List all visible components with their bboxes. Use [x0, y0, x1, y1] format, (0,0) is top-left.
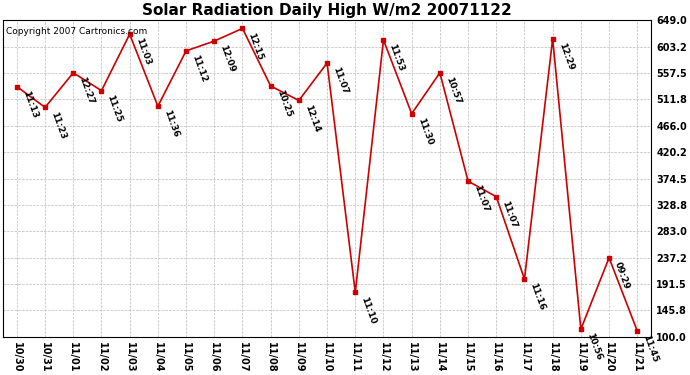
Text: 10:25: 10:25: [275, 89, 293, 118]
Text: 12:27: 12:27: [77, 75, 96, 106]
Title: Solar Radiation Daily High W/m2 20071122: Solar Radiation Daily High W/m2 20071122: [142, 3, 512, 18]
Text: 11:53: 11:53: [388, 43, 406, 73]
Text: 11:23: 11:23: [49, 110, 68, 140]
Text: 11:07: 11:07: [472, 184, 491, 214]
Text: 11:30: 11:30: [416, 117, 434, 146]
Text: 12:15: 12:15: [246, 31, 265, 61]
Text: 12:29: 12:29: [557, 42, 575, 72]
Text: 11:16: 11:16: [529, 282, 547, 312]
Text: 09:29: 09:29: [613, 261, 631, 291]
Text: 11:36: 11:36: [162, 109, 180, 139]
Text: 10:56: 10:56: [585, 332, 603, 362]
Text: 12:09: 12:09: [219, 44, 237, 74]
Text: 11:13: 11:13: [21, 89, 39, 119]
Text: 10:57: 10:57: [444, 75, 462, 105]
Text: 11:07: 11:07: [500, 200, 519, 230]
Text: 11:10: 11:10: [359, 295, 377, 325]
Text: 12:14: 12:14: [303, 103, 322, 134]
Text: 11:25: 11:25: [106, 93, 124, 123]
Text: 11:12: 11:12: [190, 54, 208, 84]
Text: 11:07: 11:07: [331, 66, 349, 96]
Text: 11:03: 11:03: [134, 37, 152, 67]
Text: Copyright 2007 Cartronics.com: Copyright 2007 Cartronics.com: [6, 27, 147, 36]
Text: 11:45: 11:45: [642, 334, 660, 364]
